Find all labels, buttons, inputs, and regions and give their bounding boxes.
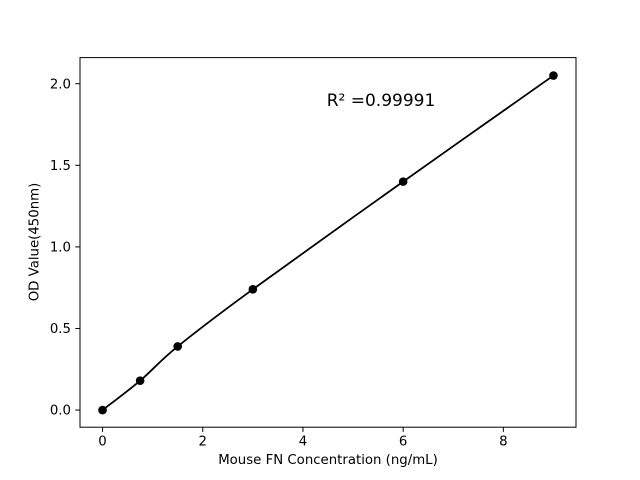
data-point-marker (135, 376, 145, 385)
data-point-marker (398, 177, 408, 186)
y-axis-label: OD Value(450nm) (27, 182, 43, 302)
y-tick-label: 1.5 (50, 159, 71, 174)
data-point-marker (248, 285, 258, 294)
fit-line (101, 74, 554, 411)
r-squared-annotation: R² =0.99991 (326, 91, 436, 111)
y-tick-label: 0.0 (50, 404, 71, 419)
x-tick-label: 6 (399, 435, 407, 450)
plot-frame (79, 57, 577, 428)
y-tick-label: 1.0 (50, 240, 71, 255)
x-axis-label: Mouse FN Concentration (ng/mL) (218, 453, 438, 468)
data-point-marker (98, 405, 107, 415)
data-point-marker (173, 342, 182, 351)
y-tick-label: 0.5 (50, 322, 71, 337)
x-tick-label: 2 (199, 435, 207, 450)
data-point-marker (549, 71, 558, 80)
x-tick-label: 8 (499, 435, 507, 450)
y-tick-label: 2.0 (50, 77, 71, 92)
x-tick-label: 4 (299, 435, 307, 450)
x-tick-label: 0 (98, 435, 106, 450)
